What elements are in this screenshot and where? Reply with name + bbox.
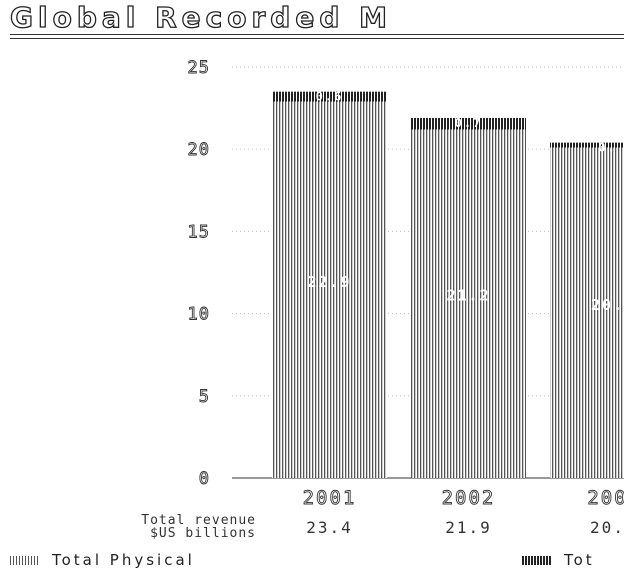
chart-title: Global Recorded M: [9, 0, 392, 34]
y-tick-label: 20: [188, 140, 210, 160]
x-tick-label: 2001: [303, 487, 357, 509]
bars: 22.9 0.6 21.2 0.7 20. 0.: [272, 90, 624, 479]
bar-physical-value-label: 20.: [591, 296, 624, 314]
legend-item-physical: Total Physical: [10, 551, 195, 569]
x-tick-label: 200: [587, 487, 624, 509]
y-tick-label: 0: [199, 469, 210, 489]
total-revenue-label: Total revenue $US billions: [10, 514, 262, 540]
total-revenue-label-line2: $US billions: [150, 526, 256, 541]
title-underline: [10, 34, 624, 39]
bar-physical-value-label: 21.2: [446, 287, 490, 305]
bar-digital-value-label: 0.: [598, 141, 616, 155]
y-tick-label: 15: [188, 222, 210, 242]
bar-digital-value-label: 0.7: [455, 116, 483, 130]
x-tick-label: 2002: [442, 487, 496, 509]
y-tick-label: 25: [188, 58, 210, 78]
legend-swatch-digital: [522, 555, 552, 565]
bar-physical: [550, 147, 624, 478]
bar-physical-value-label: 22.9: [307, 273, 351, 291]
y-tick-label: 5: [199, 387, 210, 407]
y-tick-label: 10: [188, 305, 210, 325]
bar-digital-value-label: 0.6: [316, 90, 344, 104]
bar-digital: [411, 117, 526, 130]
legend-swatch-physical: [10, 555, 40, 565]
legend-label-physical: Total Physical: [52, 551, 195, 569]
total-revenue-label-line1: Total revenue: [141, 513, 256, 528]
legend-label-digital: Tot: [564, 551, 595, 569]
total-revenue-value: 21.9: [445, 518, 492, 537]
total-revenue-value: 23.4: [306, 518, 353, 537]
bar-digital: [272, 91, 387, 102]
y-axis-ticks: 0 5 10 15 20 25: [187, 58, 210, 490]
bar-physical: [272, 101, 387, 479]
x-axis-ticks: 2001 2002 200: [302, 487, 624, 510]
bar-digital: [550, 142, 624, 148]
legend-item-digital: Tot: [522, 551, 595, 569]
total-revenue-value: 20.: [590, 518, 624, 537]
bar-physical: [411, 129, 526, 479]
